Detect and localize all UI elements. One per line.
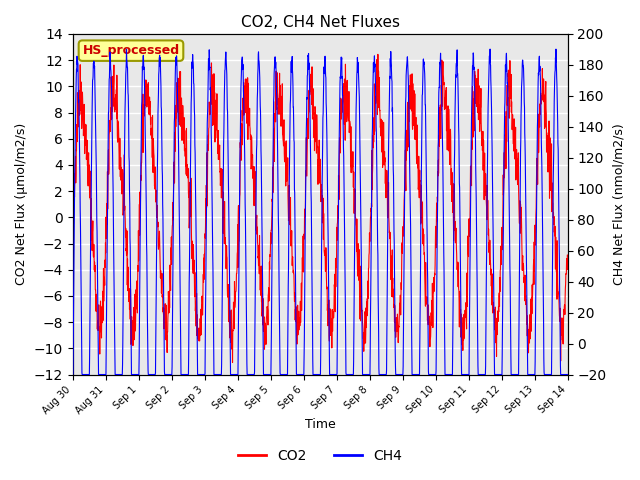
Title: CO2, CH4 Net Fluxes: CO2, CH4 Net Fluxes (241, 15, 399, 30)
Text: HS_processed: HS_processed (83, 44, 180, 57)
Y-axis label: CO2 Net Flux (μmol/m2/s): CO2 Net Flux (μmol/m2/s) (15, 123, 28, 285)
Y-axis label: CH4 Net Flux (nmol/m2/s): CH4 Net Flux (nmol/m2/s) (612, 123, 625, 285)
Legend: CO2, CH4: CO2, CH4 (232, 443, 408, 468)
X-axis label: Time: Time (305, 419, 335, 432)
